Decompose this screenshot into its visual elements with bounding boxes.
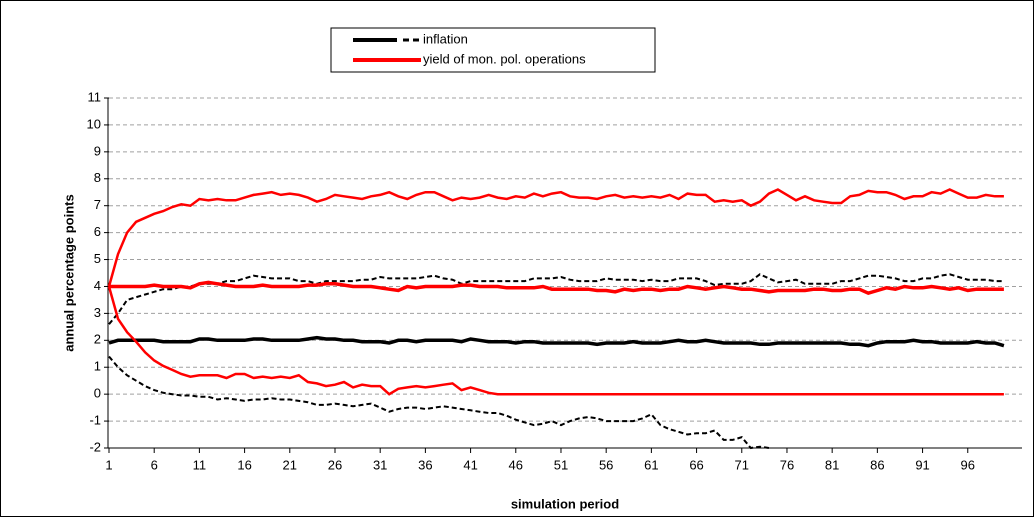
x-tick-label: 61 — [644, 457, 658, 472]
band-line — [108, 273, 1004, 325]
y-tick-label: 4 — [94, 278, 101, 293]
x-tick-label: 6 — [151, 457, 158, 472]
y-tick-label: -2 — [89, 439, 101, 454]
x-tick-label: 26 — [328, 457, 342, 472]
y-tick-label: 9 — [94, 143, 101, 158]
y-tick-label: 11 — [88, 89, 102, 104]
y-tick-label: 8 — [94, 170, 101, 185]
x-tick-label: 41 — [463, 457, 477, 472]
x-tick-label: 36 — [418, 457, 432, 472]
x-tick-label: 91 — [915, 457, 929, 472]
x-tick-label: 71 — [735, 457, 749, 472]
x-tick-label: 16 — [237, 457, 251, 472]
y-tick-label: 1 — [94, 359, 101, 374]
y-tick-label: 7 — [94, 197, 101, 212]
x-tick-label: 76 — [780, 457, 794, 472]
band-line — [107, 188, 1004, 287]
band-line — [107, 286, 1004, 396]
y-tick-label: 2 — [94, 332, 101, 347]
x-tick-label: 56 — [599, 457, 613, 472]
x-tick-label: 1 — [105, 457, 112, 472]
y-tick-label: 0 — [94, 386, 101, 401]
legend-label: inflation — [423, 31, 468, 46]
x-tick-label: 21 — [283, 457, 297, 472]
series-line — [108, 335, 1005, 348]
series-line — [109, 280, 1004, 296]
legend-label: yield of mon. pol. operations — [423, 51, 586, 66]
x-tick-label: 51 — [554, 457, 568, 472]
x-tick-label: 66 — [689, 457, 703, 472]
legend-box — [330, 27, 656, 73]
band-line — [108, 355, 770, 450]
x-tick-label: 96 — [961, 457, 975, 472]
y-tick-label: 3 — [94, 305, 101, 320]
y-tick-label: 5 — [94, 251, 101, 266]
x-tick-label: 46 — [509, 457, 523, 472]
x-tick-label: 81 — [825, 457, 839, 472]
x-tick-label: 86 — [870, 457, 884, 472]
y-tick-label: 6 — [94, 224, 101, 239]
x-axis-title: simulation period — [511, 496, 619, 511]
y-axis-title: annual percentage points — [61, 194, 76, 351]
y-tick-label: 10 — [87, 116, 101, 131]
x-tick-label: 11 — [193, 457, 207, 472]
x-tick-label: 31 — [373, 457, 387, 472]
y-tick-label: -1 — [89, 413, 101, 428]
